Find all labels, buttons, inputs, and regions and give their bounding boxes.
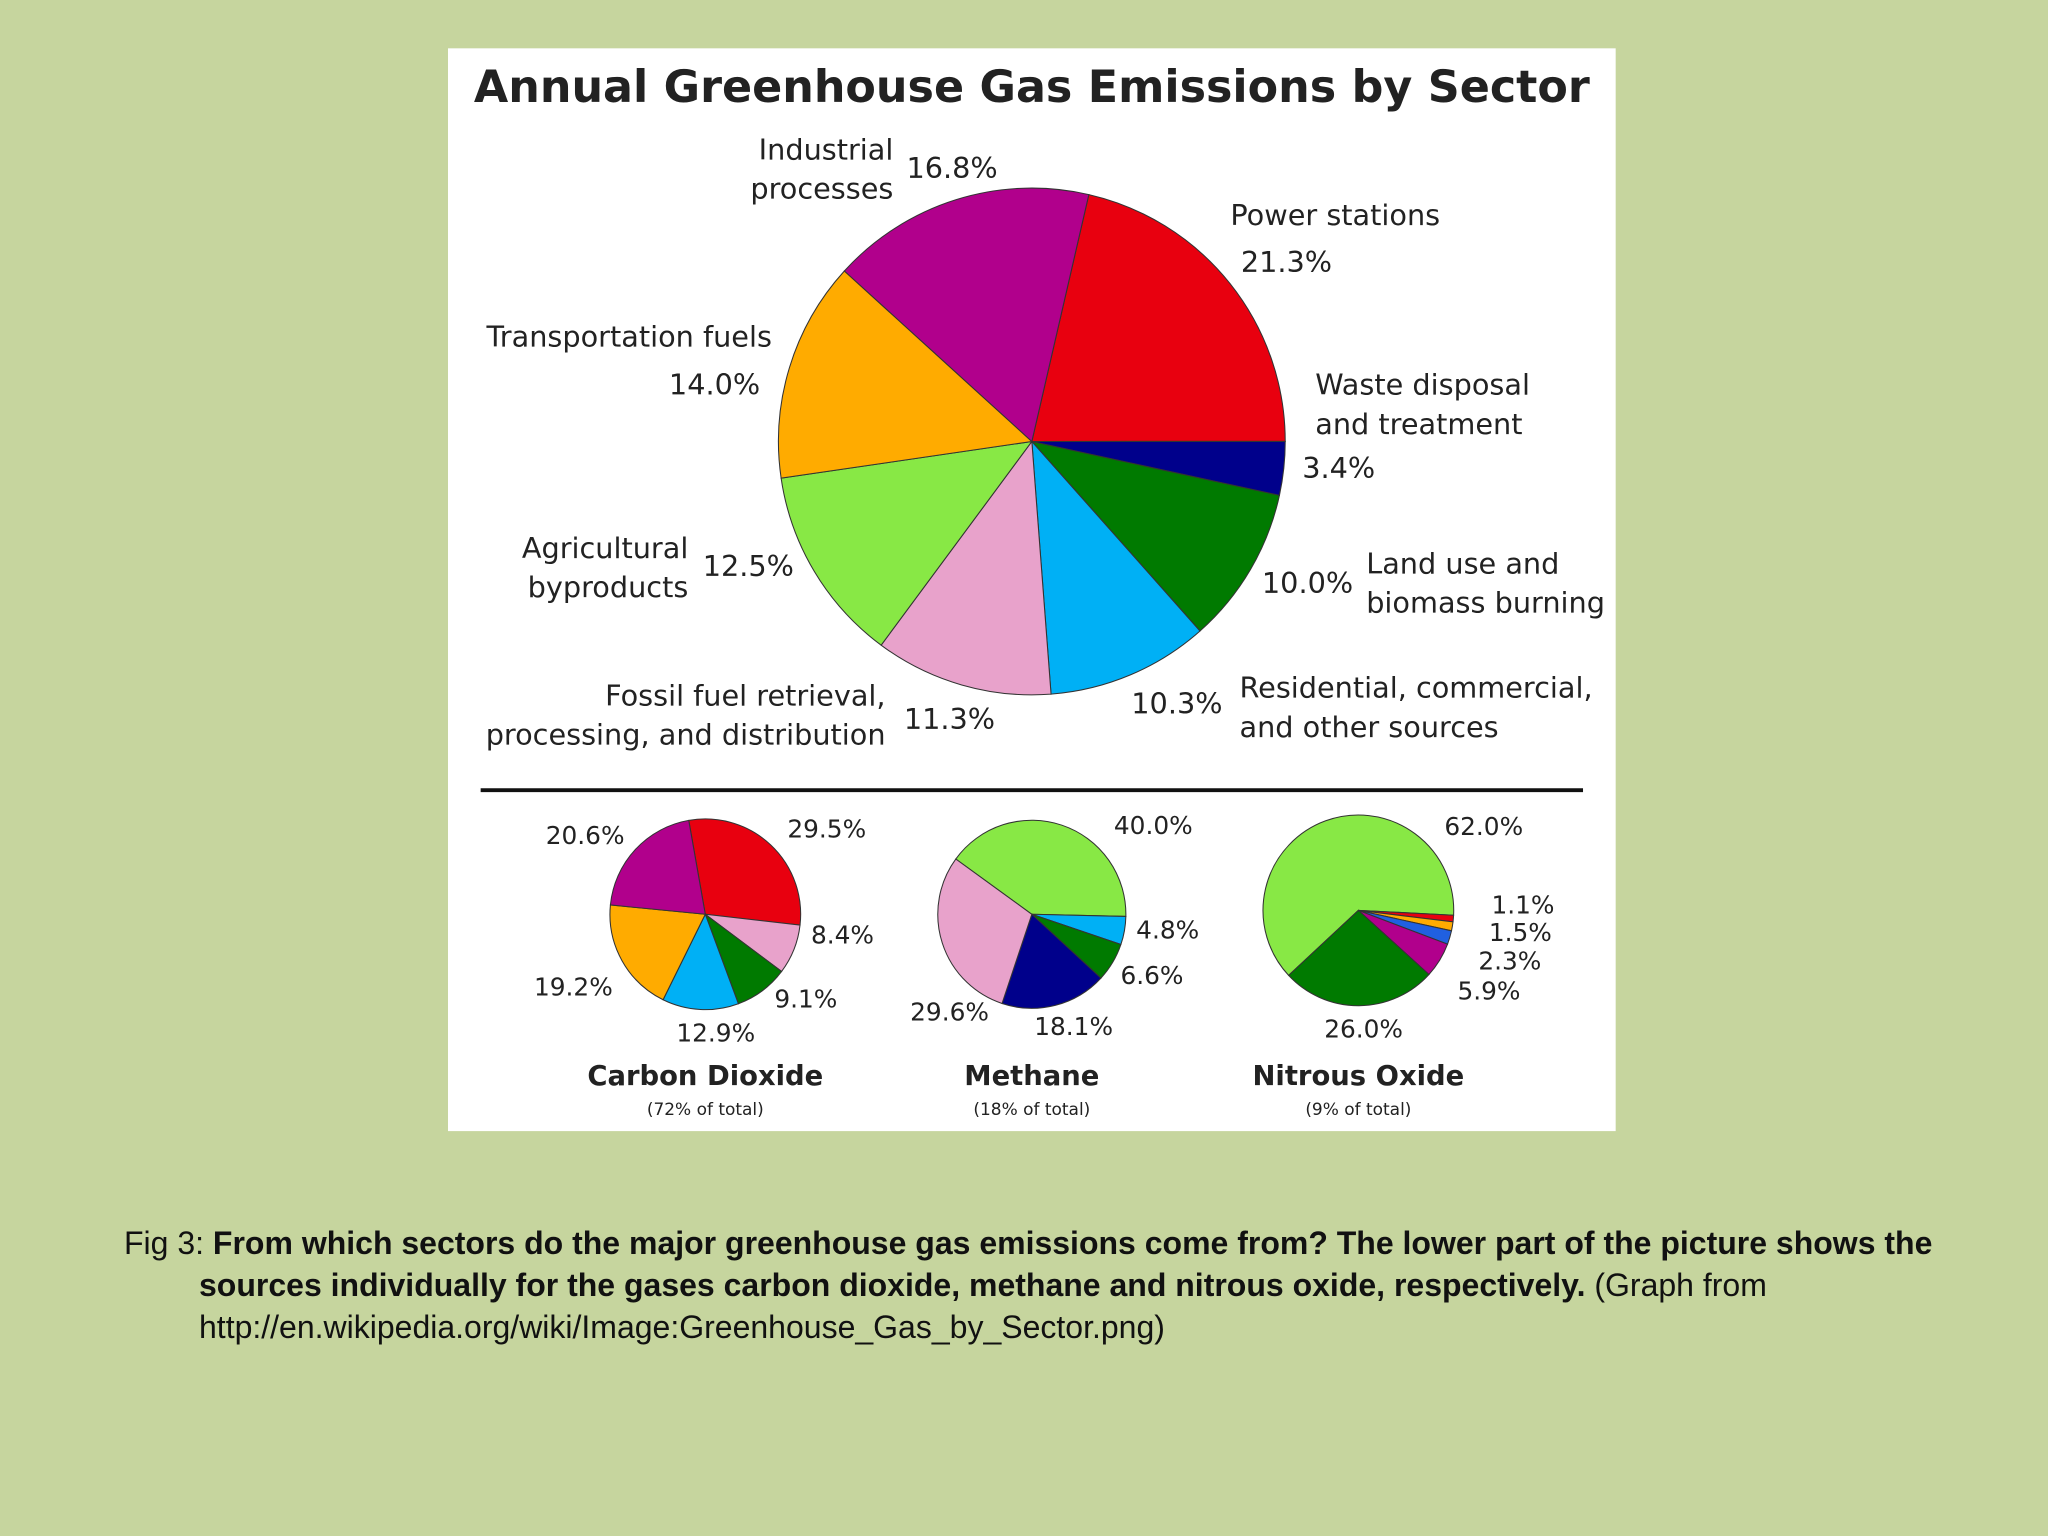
- caption: Fig 3: From which sectors do the major g…: [124, 1222, 1999, 1348]
- pie-slice: [1030, 440, 1281, 632]
- category-label: Residential, commercial, and other source…: [1240, 671, 1593, 744]
- value-label: 2.3%: [1478, 947, 1541, 976]
- value-label: 9.1%: [774, 984, 837, 1013]
- category-label: Industrial processes: [750, 133, 893, 206]
- pie-slice: [1262, 814, 1455, 977]
- chart-subtitle: (18% of total): [973, 1100, 1090, 1120]
- chart-title: Methane: [964, 1061, 1099, 1092]
- pie-slice: [688, 818, 802, 926]
- pie-slice: [1031, 439, 1201, 695]
- category-label: Land use and biomass burning: [1366, 547, 1605, 620]
- pie-slice: [609, 904, 707, 1001]
- value-label: 19.2%: [534, 973, 613, 1002]
- value-label: 62.0%: [1444, 812, 1523, 841]
- value-label: 4.8%: [1136, 915, 1199, 944]
- pie-slice: [777, 270, 1034, 479]
- value-label: 12.5%: [703, 549, 794, 583]
- pie-slice: [880, 440, 1052, 696]
- value-label: 14.0%: [669, 368, 760, 402]
- category-label: Power stations: [1230, 198, 1440, 232]
- value-label: 6.6%: [1121, 961, 1184, 990]
- value-label: 3.4%: [1302, 451, 1375, 485]
- value-label: 1.5%: [1489, 918, 1552, 947]
- caption-label: Fig 3:: [124, 1225, 205, 1261]
- caption-question: From which sectors do the major greenhou…: [199, 1225, 1933, 1303]
- chart-title: Annual Greenhouse Gas Emissions by Secto…: [474, 62, 1590, 113]
- value-label: 29.6%: [910, 998, 989, 1027]
- value-label: 11.3%: [904, 702, 995, 736]
- value-label: 18.1%: [1034, 1012, 1113, 1041]
- value-label: 20.6%: [546, 821, 625, 850]
- pie-slice: [1031, 193, 1286, 442]
- chart-subtitle: (9% of total): [1305, 1100, 1411, 1120]
- value-label: 10.3%: [1131, 686, 1222, 720]
- value-label: 26.0%: [1324, 1015, 1403, 1044]
- pie-slice: [1287, 909, 1430, 1007]
- pie-slice: [780, 440, 1034, 646]
- category-label: Waste disposal and treatment: [1315, 368, 1530, 441]
- chart-subtitle: (72% of total): [647, 1100, 764, 1120]
- pie-slice: [937, 858, 1033, 1005]
- category-label: Agricultural byproducts: [522, 531, 688, 604]
- pie-slice: [1001, 913, 1102, 1009]
- chart-title: Nitrous Oxide: [1253, 1061, 1465, 1092]
- value-label: 21.3%: [1241, 245, 1332, 279]
- value-label: 1.1%: [1491, 890, 1554, 919]
- value-label: 10.0%: [1262, 566, 1353, 600]
- pie-slice: [955, 819, 1127, 917]
- pie-slice: [609, 819, 706, 915]
- value-label: 8.4%: [811, 920, 874, 949]
- value-label: 40.0%: [1114, 811, 1193, 840]
- category-label: Transportation fuels: [485, 319, 771, 353]
- pie-slice: [662, 912, 740, 1011]
- caption-source: (Graph from http://en.wikipedia.org/wiki…: [199, 1267, 1767, 1345]
- value-label: 5.9%: [1457, 977, 1520, 1006]
- chart-title: Carbon Dioxide: [587, 1061, 823, 1092]
- value-label: 16.8%: [906, 151, 997, 185]
- value-label: 29.5%: [787, 815, 866, 844]
- pie-slice: [843, 187, 1090, 443]
- category-label: Fossil fuel retrieval, processing, and di…: [486, 678, 886, 751]
- value-label: 12.9%: [676, 1018, 755, 1047]
